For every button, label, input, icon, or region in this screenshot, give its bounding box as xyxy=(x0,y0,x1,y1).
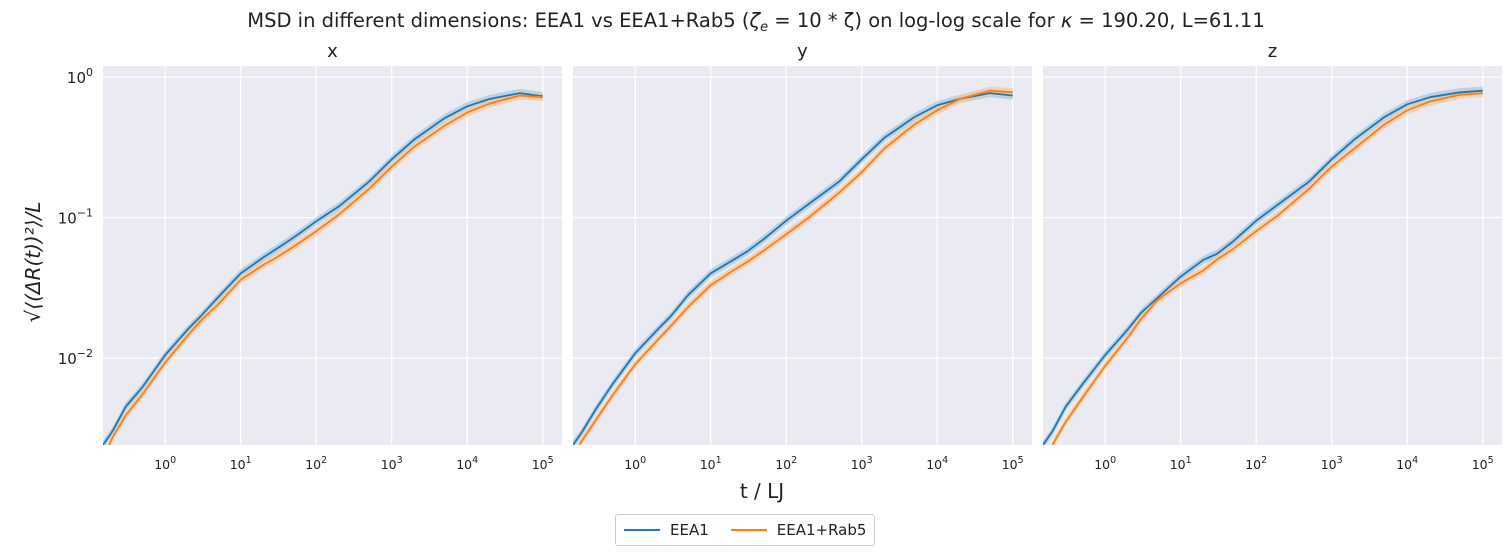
y-axis-label: √⟨(ΔR(t))²⟩/L xyxy=(21,202,45,323)
x-axis-label: t / LJ xyxy=(740,479,784,503)
x-tick-label: 100 xyxy=(154,455,176,472)
legend-swatch-eea1-rab5 xyxy=(730,529,767,531)
x-tick-label: 100 xyxy=(624,455,646,472)
plot-area xyxy=(1043,66,1502,445)
series-line-eea1-rab5 xyxy=(1051,92,1483,445)
x-tick-label: 104 xyxy=(926,455,948,472)
legend-item-eea1-rab5: EEA1+Rab5 xyxy=(730,521,867,539)
y-tick-label: 10−1 xyxy=(58,207,93,228)
x-tick-label: 105 xyxy=(1002,455,1024,472)
series-line-eea1-rab5 xyxy=(578,89,1013,445)
x-tick-label: 103 xyxy=(851,455,873,472)
panel-y: 100 101 102 103 104 105 y xyxy=(573,41,1032,472)
y-tick-label: 10−2 xyxy=(58,347,93,368)
x-tick-label: 104 xyxy=(456,455,478,472)
x-tick-label: 104 xyxy=(1396,455,1418,472)
x-tick-label: 103 xyxy=(1321,455,1343,472)
x-tick-label: 102 xyxy=(775,455,797,472)
x-tick-label: 101 xyxy=(1170,455,1192,472)
series-line-eea1 xyxy=(103,92,543,445)
legend-label-eea1-rab5: EEA1+Rab5 xyxy=(776,521,867,539)
series-line-eea1-rab5 xyxy=(108,94,543,445)
chart-title: MSD in different dimensions: EEA1 vs EEA… xyxy=(247,9,1265,35)
x-tick-label: 100 xyxy=(1094,455,1116,472)
x-tick-label: 105 xyxy=(1472,455,1494,472)
x-tick-label: 101 xyxy=(230,455,252,472)
panel-x: 100 101 102 103 104 105 10−2 10−1 100 x xyxy=(58,41,562,472)
x-tick-label: 102 xyxy=(1245,455,1267,472)
legend-swatch-eea1 xyxy=(624,529,660,531)
chart-legend: EEA1 EEA1+Rab5 xyxy=(615,514,876,546)
panel-z: 100 101 102 103 104 105 z xyxy=(1043,41,1502,472)
series-line-eea1 xyxy=(1043,89,1483,445)
y-tick-label: 100 xyxy=(67,66,93,87)
x-tick-label: 103 xyxy=(381,455,403,472)
panel-title: z xyxy=(1268,41,1277,62)
panel-title: x xyxy=(327,41,338,62)
panel-title: y xyxy=(797,41,808,62)
x-tick-label: 105 xyxy=(532,455,554,472)
plot-area xyxy=(103,66,562,445)
plot-area xyxy=(573,66,1032,445)
series-line-eea1 xyxy=(573,92,1013,445)
legend-label-eea1: EEA1 xyxy=(670,521,709,539)
legend-item-eea1: EEA1 xyxy=(624,521,709,539)
x-tick-label: 101 xyxy=(700,455,722,472)
x-tick-label: 102 xyxy=(305,455,327,472)
